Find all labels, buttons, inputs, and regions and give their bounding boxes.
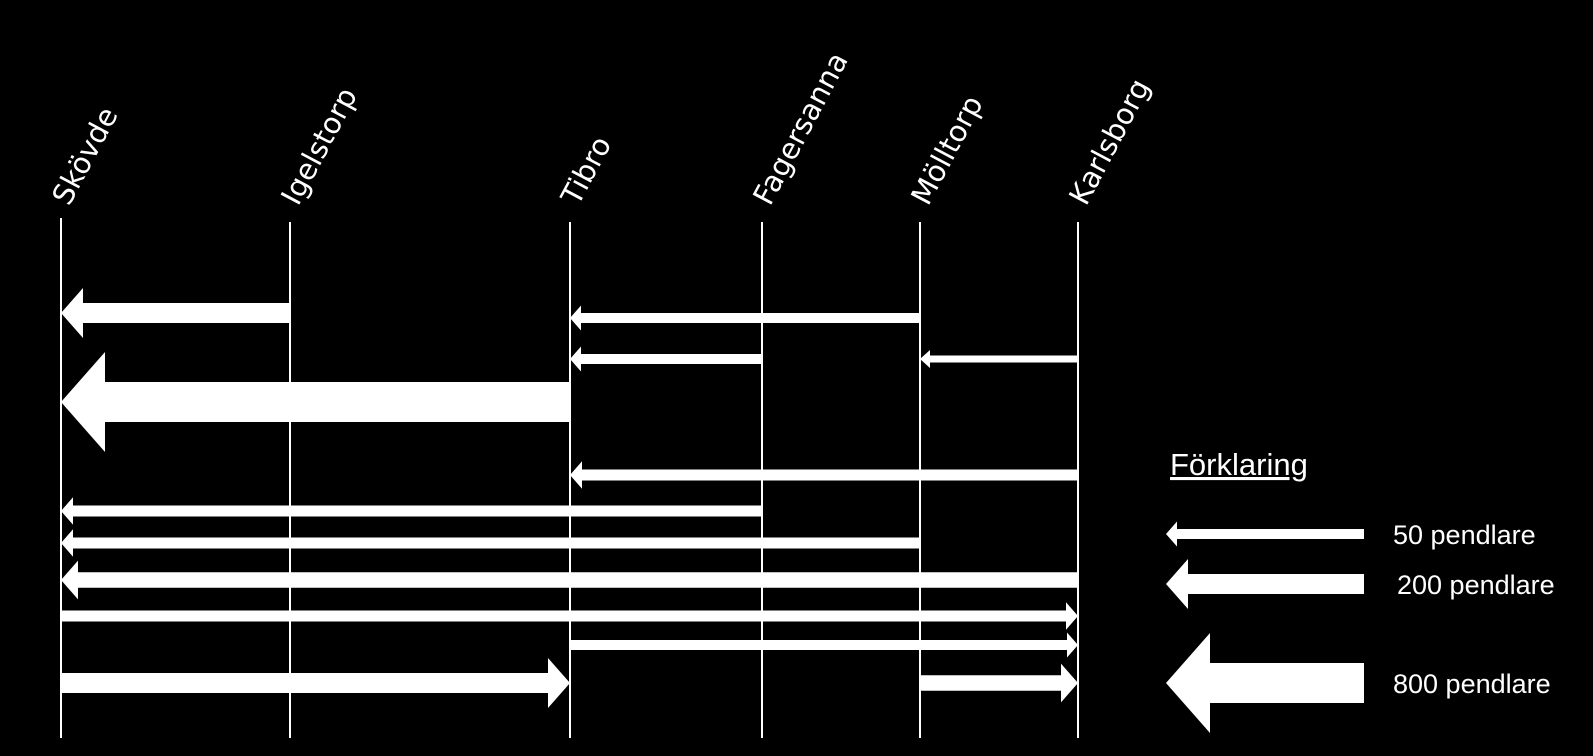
flow-arrow-skovde-to-karlsborg <box>61 602 1078 630</box>
flow-arrow-karlsborg-to-skovde <box>61 560 1078 600</box>
legend-label-200: 200 pendlare <box>1397 570 1555 600</box>
legend-arrow-800 <box>1166 633 1364 733</box>
flow-arrow-molltorp-to-skovde <box>61 529 920 557</box>
legend-items: 50 pendlare 200 pendlare 800 pendlare <box>1166 520 1555 733</box>
flow-arrow-fagersanna-to-tibro <box>570 346 762 372</box>
flow-arrow-tibro-to-karlsborg <box>570 632 1078 658</box>
flow-arrows <box>61 288 1078 708</box>
flow-arrow-molltorp-to-karlsborg <box>920 663 1078 703</box>
flow-arrow-karlsborg-to-molltorp <box>920 350 1078 368</box>
flow-arrow-skovde-to-tibro <box>61 658 570 708</box>
legend: Förklaring 50 pendlare 200 pendlare 800 pe… <box>1166 447 1555 733</box>
flow-arrow-karlsborg-to-tibro <box>570 461 1078 489</box>
legend-title: Förklaring <box>1170 447 1308 482</box>
flow-arrow-igelstorp-to-skovde <box>61 288 290 338</box>
legend-label-800: 800 pendlare <box>1393 669 1551 699</box>
flow-arrow-fagersanna-to-skovde <box>61 497 762 525</box>
legend-label-50: 50 pendlare <box>1393 520 1536 550</box>
flow-arrow-tibro-to-skovde <box>61 352 570 452</box>
legend-arrow-200 <box>1166 559 1364 609</box>
legend-arrow-50 <box>1166 521 1364 547</box>
flow-arrow-molltorp-to-tibro <box>570 305 920 331</box>
